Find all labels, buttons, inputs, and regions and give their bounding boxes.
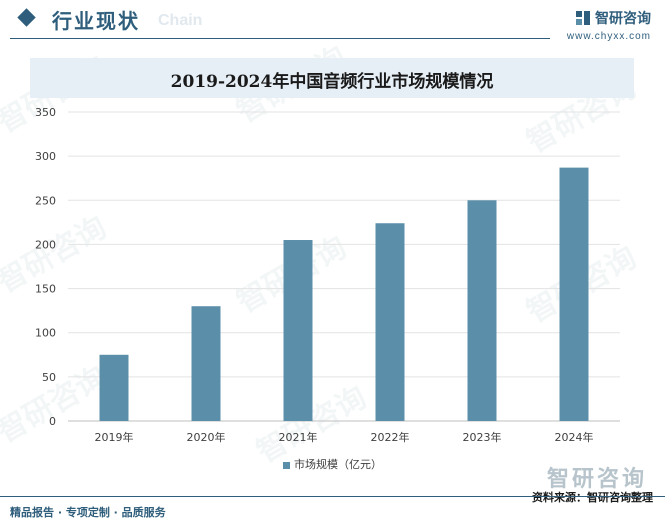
bar [283,240,313,421]
brand-url: www.chyxx.com [566,30,651,42]
bar [375,223,405,421]
data-source: 资料来源：智研咨询整理 [532,491,653,504]
chart-title-band: 2019-2024年中国音频行业市场规模情况 [30,58,634,98]
header-divider [10,38,550,39]
section-title: 行业现状 [52,9,140,33]
y-tick-label: 300 [35,150,56,163]
y-tick-label: 0 [49,415,56,428]
bar [467,200,497,421]
x-tick-label: 2020年 [187,430,226,444]
bar [99,354,129,421]
footer-tagline: 精品报告 · 专项定制 · 品质服务 [10,506,166,519]
x-tick-label: 2024年 [555,430,594,444]
brand-name: 智研咨询 [595,10,651,27]
y-tick-label: 150 [35,283,56,296]
legend-swatch [283,461,290,469]
y-tick-label: 200 [35,238,56,251]
x-tick-label: 2021年 [279,430,318,444]
bar [191,306,221,421]
chart-title: 2019-2024年中国音频行业市场规模情况 [170,72,494,92]
section-ghost-text: Chain [158,12,203,29]
y-tick-label: 100 [35,327,56,340]
footer-brand: 智研咨询 [547,461,647,493]
y-tick-label: 50 [42,371,56,384]
footer-brand-name: 智研咨询 [546,467,647,492]
x-tick-label: 2019年 [95,430,134,444]
legend-label: 市场规模（亿元） [294,458,382,471]
y-tick-label: 350 [35,106,56,119]
brand-logo-icon [576,10,590,25]
brand-block: 智研咨询 www.chyxx.com [567,7,651,42]
page-header: 行业现状 Chain 智研咨询 www.chyxx.com [0,0,665,42]
footer-divider [0,496,665,497]
bar [559,167,589,421]
y-tick-label: 250 [35,194,56,207]
x-tick-label: 2022年 [371,430,410,444]
chart-legend: 市场规模（亿元） [0,456,665,472]
x-tick-label: 2023年 [463,430,502,444]
